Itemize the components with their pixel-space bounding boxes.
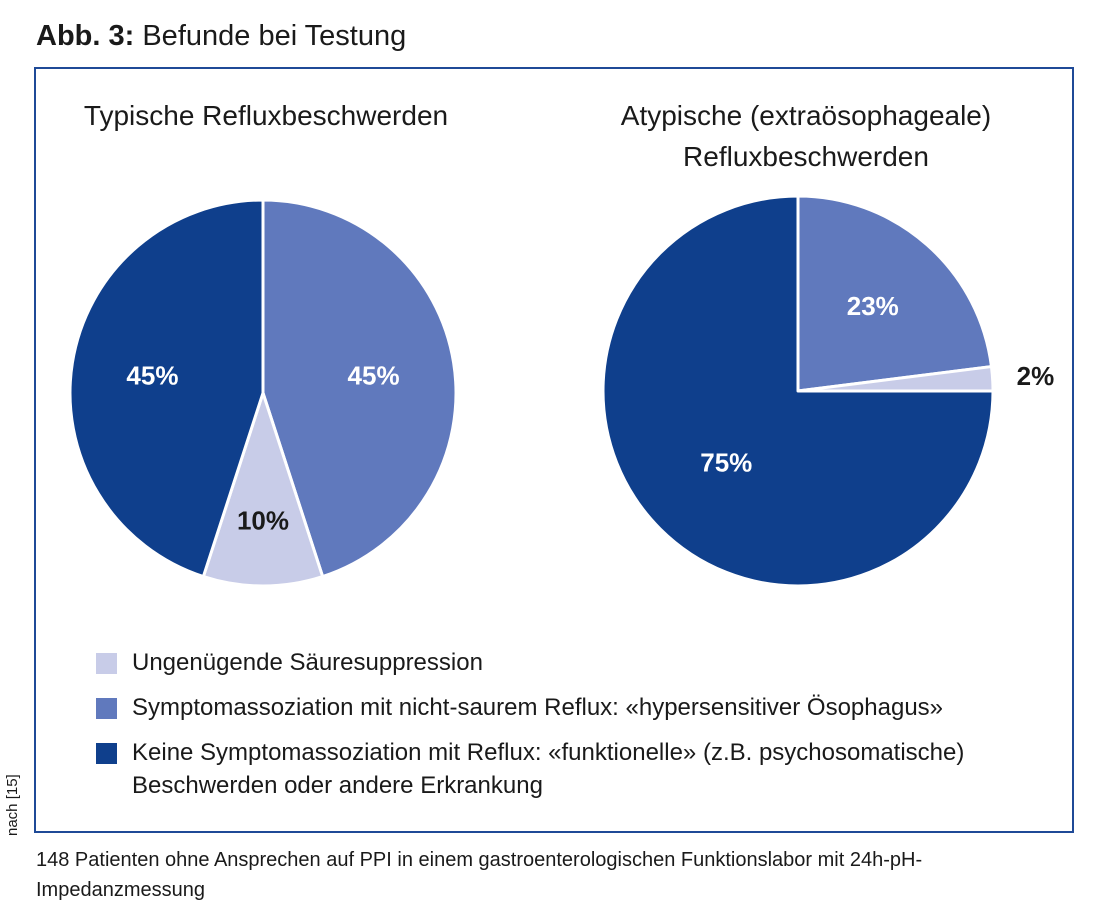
pie-atypical-slice-0 [796, 194, 993, 393]
pie-typical-slice-1 [201, 391, 325, 588]
pie-typical-slice-0 [261, 198, 458, 579]
pie-charts: 45% 10% 45% 23% 2% 75% [68, 194, 1055, 588]
source-note: nach [15] [4, 774, 21, 836]
legend-item-functional: Keine Symptomassoziation mit Reflux: «fu… [96, 736, 1056, 802]
legend-label: Symptomassoziation mit nicht-saurem Refl… [132, 694, 944, 721]
legend: Ungenügende Säuresuppression Symptomasso… [96, 646, 1056, 814]
legend-item-acid-suppression: Ungenügende Säuresuppression [96, 646, 1056, 679]
pie-atypical-label-0: 23% [847, 291, 899, 321]
legend-item-hypersensitive: Symptomassoziation mit nicht-saurem Refl… [96, 691, 1056, 724]
pie-typical-label-2: 45% [126, 360, 178, 390]
pie-typical-slice-2 [68, 198, 265, 579]
pie-typical-label-1: 10% [237, 505, 289, 535]
pie-atypical-slice-2 [601, 194, 995, 588]
pie-atypical-label-2: 75% [700, 448, 752, 478]
chart-frame: Typische Refluxbeschwerden Atypische (ex… [34, 67, 1074, 833]
legend-label: Keine Symptomassoziation mit Reflux: «fu… [132, 739, 965, 799]
legend-swatch [96, 743, 117, 764]
figure-label: Abb. 3: [36, 20, 135, 52]
pie-typical-label-0: 45% [348, 360, 400, 390]
pie-title-atypical: Atypische (extraösophageale) Refluxbesch… [620, 100, 992, 172]
legend-swatch [96, 653, 117, 674]
figure-title: Abb. 3: Befunde bei Testung [36, 20, 406, 53]
figure-caption: 148 Patienten ohne Ansprechen auf PPI in… [36, 849, 923, 901]
legend-swatch [96, 698, 117, 719]
pie-atypical-label-1: 2% [1017, 361, 1055, 391]
figure-title-text: Befunde bei Testung [142, 20, 407, 52]
legend-label: Ungenügende Säuresuppression [132, 649, 483, 676]
pie-title-typical: Typische Refluxbeschwerden [83, 100, 449, 131]
